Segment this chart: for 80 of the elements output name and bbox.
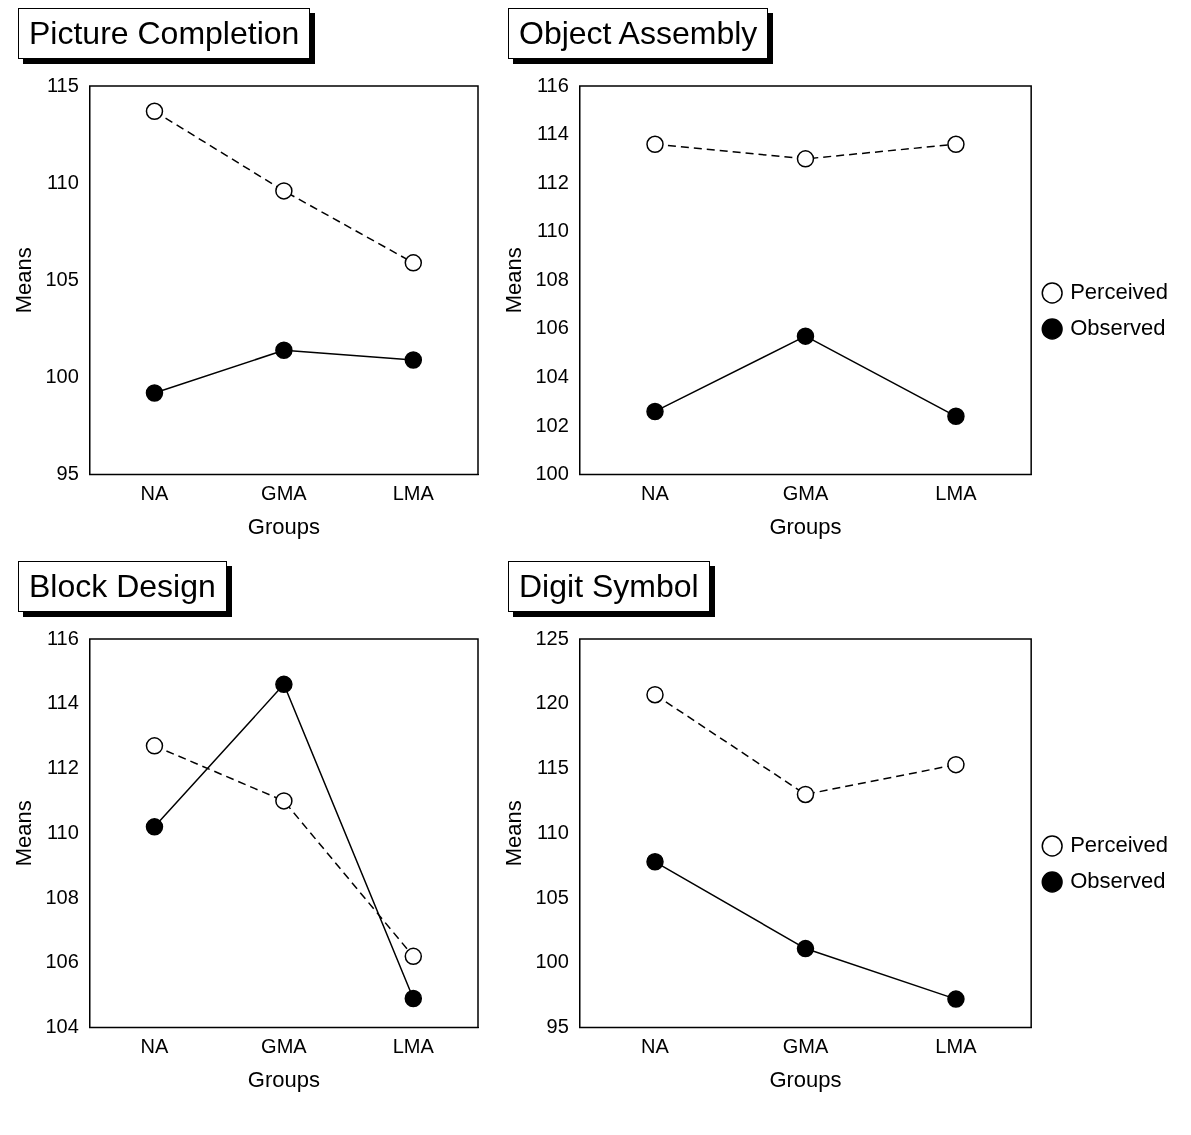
point: [947, 990, 965, 1008]
chart-title: Block Design: [18, 561, 227, 612]
y-tick-label: 114: [536, 122, 569, 145]
y-tick-label: 108: [535, 267, 569, 290]
chart-title: Object Assembly: [508, 8, 769, 59]
point: [145, 818, 164, 836]
y-axis-title: Means: [11, 247, 37, 314]
y-tick-label: 115: [536, 756, 569, 779]
point: [275, 341, 293, 359]
legend-label: Observed: [1070, 315, 1166, 341]
point: [646, 685, 664, 704]
x-tick-label: GMA: [261, 482, 308, 505]
y-axis-title: Means: [501, 247, 527, 314]
y-tick-label: 100: [535, 462, 569, 485]
y-tick-label: 112: [536, 170, 569, 193]
point: [796, 785, 815, 804]
y-tick-label: 125: [535, 626, 569, 649]
point: [796, 150, 815, 168]
x-axis-title: Groups: [247, 1066, 320, 1092]
point: [275, 182, 293, 200]
chart-title: Digit Symbol: [508, 561, 710, 612]
y-tick-label: 120: [535, 691, 569, 714]
y-tick-label: 102: [535, 413, 569, 436]
y-tick-label: 104: [535, 364, 569, 387]
y-tick-label: 104: [45, 1015, 79, 1038]
legend-label: Observed: [1070, 868, 1166, 894]
x-tick-label: LMA: [935, 482, 978, 505]
point: [404, 351, 423, 369]
point: [796, 939, 815, 958]
point: [947, 135, 965, 154]
point: [646, 402, 664, 421]
y-axis-title: Means: [11, 800, 37, 867]
y-tick-label: 110: [536, 219, 569, 242]
point: [796, 327, 815, 345]
point: [275, 675, 293, 694]
y-tick-label: 100: [45, 364, 79, 387]
point: [275, 792, 293, 810]
y-tick-label: 110: [46, 170, 79, 193]
y-tick-label: 106: [45, 950, 79, 973]
point: [404, 254, 423, 272]
point: [145, 102, 164, 121]
y-tick-label: 105: [45, 267, 79, 290]
point: [145, 384, 164, 402]
y-axis-title: Means: [501, 800, 527, 867]
y-tick-label: 100: [535, 950, 569, 973]
point: [646, 853, 664, 871]
x-tick-label: LMA: [392, 1035, 435, 1058]
y-tick-label: 110: [46, 820, 79, 843]
y-tick-label: 112: [46, 756, 79, 779]
x-axis-title: Groups: [769, 1066, 842, 1092]
point: [947, 755, 965, 774]
y-tick-label: 116: [536, 73, 569, 96]
point: [404, 947, 423, 966]
chart-title: Picture Completion: [18, 8, 311, 59]
point: [404, 989, 423, 1008]
y-tick-label: 114: [46, 691, 79, 714]
x-tick-label: LMA: [935, 1035, 978, 1058]
y-tick-label: 116: [46, 626, 79, 649]
point: [145, 737, 164, 755]
y-tick-label: 95: [56, 462, 79, 485]
y-tick-label: 106: [535, 316, 569, 339]
y-tick-label: 95: [546, 1015, 569, 1038]
x-tick-label: NA: [641, 482, 670, 505]
x-tick-label: LMA: [392, 482, 435, 505]
point: [646, 135, 664, 154]
x-tick-label: GMA: [782, 1035, 829, 1058]
y-tick-label: 105: [535, 885, 569, 908]
x-tick-label: NA: [140, 1035, 170, 1058]
x-axis-title: Groups: [769, 513, 842, 539]
point: [947, 407, 965, 426]
x-axis-title: Groups: [247, 513, 320, 539]
y-tick-label: 108: [45, 885, 79, 908]
x-tick-label: GMA: [782, 482, 829, 505]
y-tick-label: 110: [536, 820, 569, 843]
legend-label: Perceived: [1070, 832, 1169, 858]
legend-label: Perceived: [1070, 279, 1169, 305]
x-tick-label: NA: [140, 482, 170, 505]
y-tick-label: 115: [46, 73, 79, 96]
x-tick-label: GMA: [261, 1035, 308, 1058]
x-tick-label: NA: [641, 1035, 670, 1058]
